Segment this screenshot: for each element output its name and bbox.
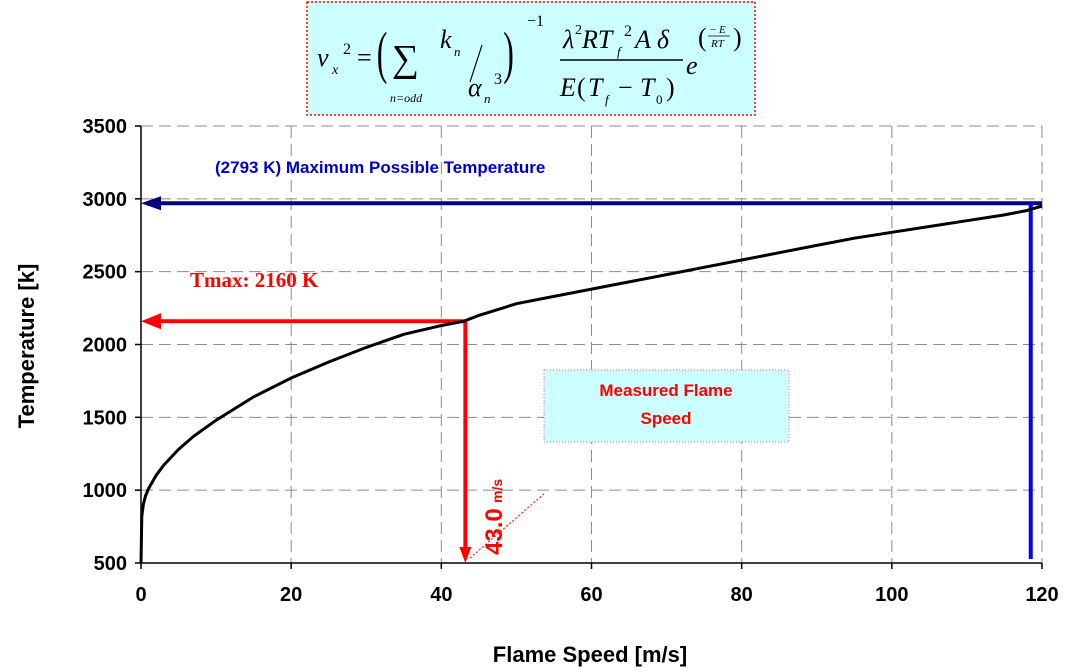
svg-text:(: (: [377, 21, 388, 85]
svg-text:α: α: [468, 73, 483, 102]
svg-text:v: v: [317, 43, 329, 72]
max-temp-arrowhead: [141, 196, 161, 211]
svg-text:0: 0: [656, 92, 663, 107]
speed-value-label: 43.0 m/s: [481, 479, 508, 555]
y-axis-title: Temperature [k]: [14, 264, 39, 429]
x-axis-title: Flame Speed [m/s]: [493, 642, 687, 667]
svg-text:2: 2: [624, 23, 632, 40]
y-tick-label: 1000: [83, 480, 128, 502]
flame-speed-equation: v x 2 = ( ∑ n=odd k n α n 3 ) −1 λ 2 RT …: [317, 13, 742, 107]
x-tick-label: 40: [430, 584, 452, 606]
tmax-label: Tmax: 2160 K: [190, 268, 319, 292]
svg-text:RT: RT: [581, 25, 614, 54]
x-tick-label: 80: [731, 584, 753, 606]
annotations: [141, 196, 1042, 563]
svg-text:n=odd: n=odd: [390, 91, 423, 105]
y-tick-label: 2500: [83, 262, 128, 284]
measured-flame-speed-box: [543, 369, 790, 443]
y-tick-labels: 500 1000 1500 2000 2500 3000 3500: [83, 116, 128, 575]
x-tick-label: 20: [280, 584, 302, 606]
box-line-1: Measured Flame: [599, 381, 732, 400]
svg-text:E: E: [718, 24, 726, 36]
box-line-2: Speed: [640, 409, 691, 428]
svg-text:e: e: [686, 51, 698, 80]
svg-text:−1: −1: [527, 13, 544, 30]
equation-box: [306, 1, 756, 116]
speed-unit: m/s: [489, 479, 505, 503]
svg-text:f: f: [617, 44, 623, 59]
max-temp-label: (2793 K) Maximum Possible Temperature: [215, 158, 545, 177]
svg-text:k: k: [440, 25, 452, 54]
svg-text:): ): [733, 23, 742, 52]
x-tick-label: 0: [135, 584, 146, 606]
speed-pointer-line: [469, 492, 546, 559]
svg-text:−: −: [618, 73, 633, 102]
svg-text:3: 3: [494, 71, 502, 88]
x-tick-label: 100: [875, 584, 908, 606]
tmax-arrowhead: [141, 313, 161, 330]
svg-text:2: 2: [575, 23, 582, 38]
svg-text:2: 2: [343, 41, 351, 58]
svg-text:E: E: [559, 73, 576, 102]
svg-text:): ): [666, 73, 675, 102]
x-tick-label: 60: [580, 584, 602, 606]
y-tick-label: 3000: [83, 189, 128, 211]
svg-text:∑: ∑: [392, 38, 419, 80]
svg-text:λ: λ: [562, 25, 574, 54]
x-tick-labels: 0 20 40 60 80 100 120: [135, 584, 1058, 606]
svg-text:(: (: [577, 73, 586, 102]
svg-text:x: x: [331, 63, 339, 78]
svg-text:−: −: [710, 24, 716, 36]
axes: [135, 125, 1043, 569]
y-tick-label: 500: [94, 553, 127, 575]
gridlines: [141, 125, 1043, 563]
series-line-temperature: [139, 204, 1043, 564]
y-tick-label: 2000: [83, 335, 128, 357]
tmax-vertical-arrowhead: [459, 547, 472, 563]
svg-text:=: =: [357, 43, 372, 72]
svg-text:A δ: A δ: [633, 25, 670, 54]
y-tick-label: 3500: [83, 116, 128, 138]
svg-text:f: f: [605, 92, 611, 107]
svg-text:(: (: [698, 23, 707, 52]
x-tick-label: 120: [1025, 584, 1058, 606]
svg-text:): ): [503, 21, 514, 85]
speed-value: 43.0: [481, 508, 508, 555]
svg-text:T: T: [588, 73, 604, 102]
y-tick-label: 1500: [83, 407, 128, 429]
svg-text:n: n: [454, 44, 461, 59]
svg-text:RT: RT: [710, 38, 725, 50]
svg-text:T: T: [640, 73, 656, 102]
svg-text:n: n: [484, 91, 491, 106]
